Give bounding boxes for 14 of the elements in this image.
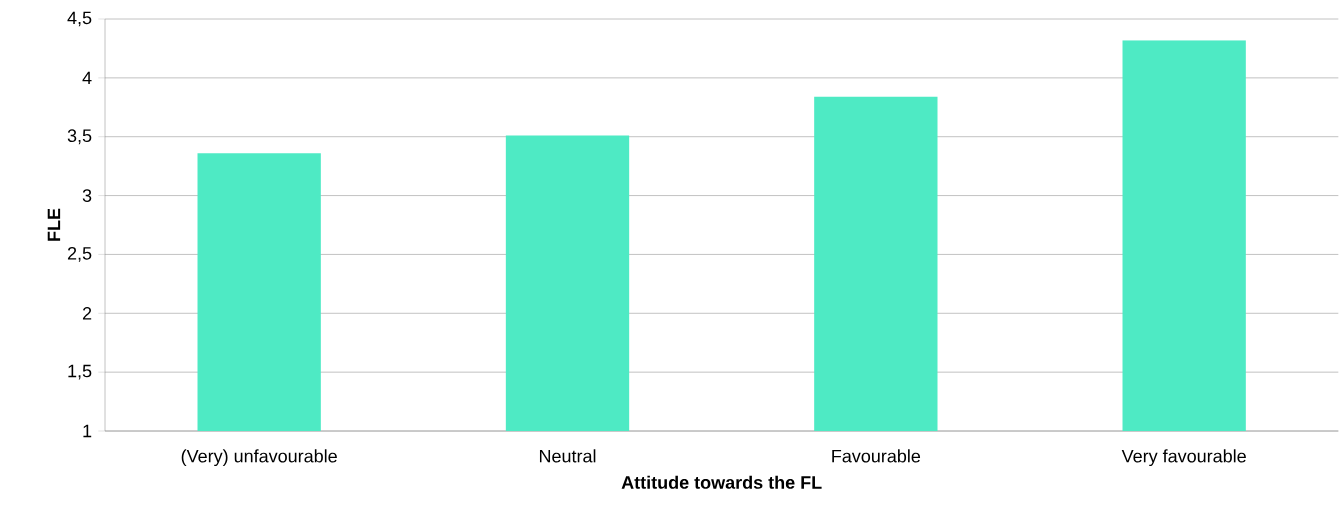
- x-tick-label: (Very) unfavourable: [181, 449, 337, 467]
- y-tick-label: 1,5: [68, 364, 92, 380]
- y-tick-label: 3: [82, 189, 92, 202]
- x-tick-label: Very favourable: [1121, 449, 1246, 467]
- y-tick-label: 4,5: [67, 11, 92, 27]
- y-tick-label: 1: [83, 424, 92, 438]
- y-tick-label: 3,5: [67, 129, 92, 145]
- y-tick-label: 2: [82, 307, 92, 320]
- y-axis-title: FLE: [47, 208, 61, 241]
- x-tick-label: Favourable: [832, 449, 921, 463]
- x-axis-title: Attitude towards the FL: [621, 475, 822, 489]
- y-tick-label: 4: [82, 71, 92, 85]
- x-tick-label: Neutral: [539, 449, 596, 463]
- y-tick-label: 2,5: [67, 247, 92, 262]
